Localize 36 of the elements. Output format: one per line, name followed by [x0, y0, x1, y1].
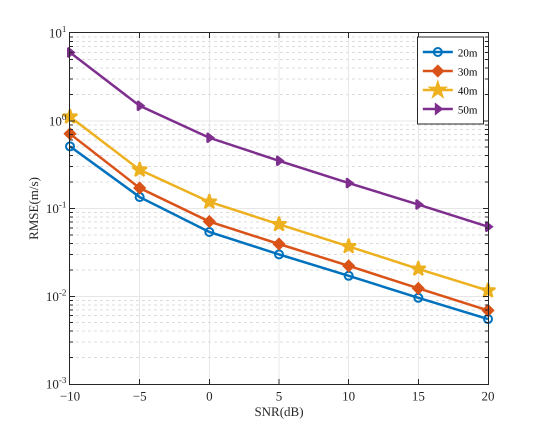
x-tick-label: 0 [206, 388, 213, 404]
x-axis-title: SNR(dB) [254, 404, 304, 420]
y-axis-title: RMSE(m/s) [26, 177, 41, 240]
x-tick-label: 10 [342, 388, 356, 404]
point [270, 216, 288, 232]
point [206, 132, 214, 144]
y-tick-label: 10$^{1}$ [48, 24, 66, 41]
point [274, 249, 284, 260]
x-tick-label: 5 [276, 388, 282, 404]
legend-label: 40m [458, 85, 478, 98]
legend-label: 20m [458, 47, 478, 60]
point [344, 270, 354, 281]
legend-label: 50m [458, 104, 478, 116]
point [483, 314, 493, 324]
x-tick-label: 20 [482, 388, 494, 404]
point [65, 141, 75, 152]
x-tick-label: −5 [132, 388, 147, 404]
point [412, 282, 425, 295]
x-tick-label: 15 [412, 388, 425, 404]
y-tick-label: 10$^{-1}$ [46, 200, 66, 216]
point [133, 182, 146, 194]
point [203, 215, 216, 228]
point [136, 100, 145, 112]
point [131, 161, 148, 178]
point [272, 238, 286, 250]
point [340, 238, 357, 254]
point [410, 260, 427, 276]
point [415, 198, 424, 210]
legend-label: 30m [458, 66, 478, 78]
point [134, 192, 145, 202]
point [342, 260, 355, 272]
point [346, 177, 354, 189]
point [204, 226, 214, 237]
y-tick-label: 10$^{-2}$ [46, 287, 67, 304]
point [413, 292, 424, 303]
point [201, 193, 218, 210]
